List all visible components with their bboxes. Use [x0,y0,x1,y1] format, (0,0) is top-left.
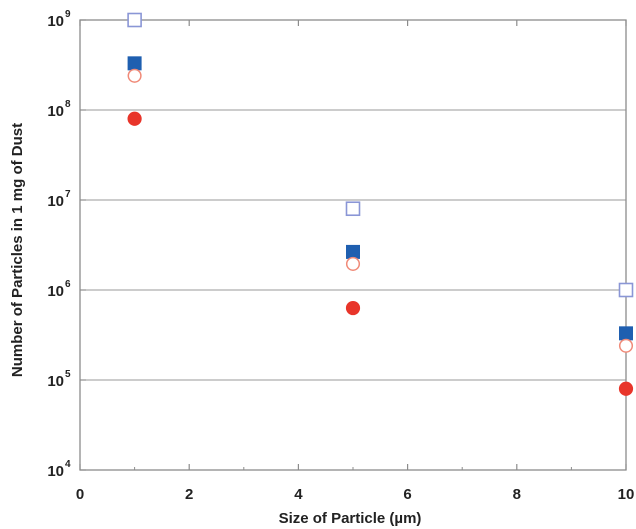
y-tick-label-exponent: 9 [65,9,71,20]
x-axis-tick-labels: 0 2 4 6 8 10 [76,486,635,503]
y-tick-label-2: 10 6 [47,279,71,300]
y-axis-title: Number of Particles in 1 mg of Dust [9,123,26,377]
axis-ticks [79,19,627,471]
circle-filled-point-3-0 [127,111,142,126]
gridlines [80,109,626,381]
y-tick-label-3: 10 7 [47,189,71,210]
y-tick-label-exponent: 7 [65,189,71,200]
y-tick-label-exponent: 5 [65,369,71,380]
square-open-point-0-0 [127,12,142,28]
square-filled-point-1-0 [127,56,142,71]
x-tick-label-0: 0 [76,486,84,503]
y-tick-label-exponent: 8 [65,99,71,110]
y-tick-label-base: 10 [47,283,64,300]
circle-open-point-2-2 [618,338,634,353]
data-markers [127,12,634,396]
y-tick-label-base: 10 [47,103,64,120]
y-tick-label-base: 10 [47,13,64,30]
y-tick-label-5: 10 9 [47,9,71,30]
x-tick-label-5: 10 [618,486,635,503]
y-tick-label-exponent: 6 [65,279,71,290]
circle-open-point-2-1 [345,256,361,271]
x-tick-label-1: 2 [185,486,193,503]
x-tick-label-4: 8 [513,486,521,503]
circle-filled-point-3-1 [345,300,361,316]
square-filled-point-1-1 [346,244,360,259]
circle-open-point-2-0 [127,68,142,83]
x-tick-label-3: 6 [403,486,411,503]
y-tick-label-base: 10 [47,193,64,210]
circle-filled-point-3-2 [618,381,634,396]
square-open-point-0-2 [618,282,634,298]
x-axis-title: Size of Particle (µm) [279,510,422,527]
y-tick-label-4: 10 8 [47,99,71,120]
x-tick-label-2: 4 [294,486,303,503]
square-open-point-0-1 [345,201,361,217]
y-tick-label-1: 10 5 [47,369,71,390]
y-tick-label-base: 10 [47,373,64,390]
y-tick-label-base: 10 [47,463,64,480]
square-filled-point-1-2 [619,326,633,341]
y-tick-label-exponent: 4 [65,459,71,470]
y-tick-label-0: 10 4 [47,459,71,480]
